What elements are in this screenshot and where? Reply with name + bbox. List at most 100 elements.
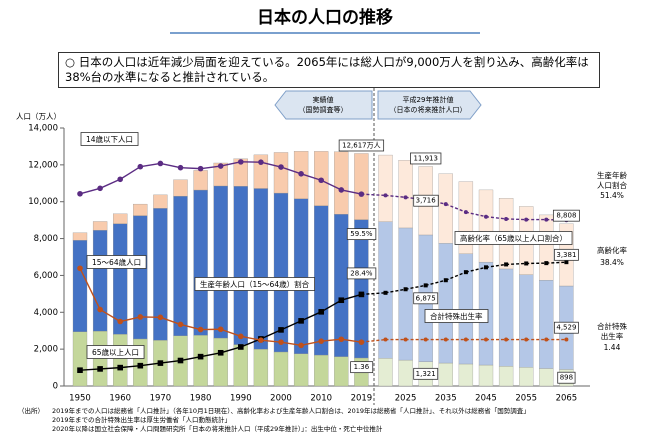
line-segment bbox=[465, 211, 487, 218]
end-label: 人口割合 bbox=[597, 180, 627, 190]
line-segment bbox=[220, 346, 241, 354]
line-point bbox=[197, 165, 204, 172]
line-segment bbox=[120, 364, 141, 369]
bar-segment bbox=[498, 268, 514, 367]
total-label-box bbox=[338, 139, 385, 152]
bar-value-label: 6,875 bbox=[416, 294, 436, 302]
bar-segment bbox=[314, 354, 329, 387]
actual-arrow bbox=[274, 90, 373, 120]
bar-segment bbox=[173, 195, 188, 336]
x-tick-label: 1980 bbox=[190, 394, 212, 404]
bar-value-label-box bbox=[413, 292, 439, 305]
total-label-box bbox=[552, 209, 580, 222]
line-point bbox=[238, 159, 244, 165]
bar-segment bbox=[193, 335, 208, 387]
line-segment bbox=[119, 166, 141, 180]
x-tick-label: 1960 bbox=[109, 394, 131, 404]
total-label: 11,913 bbox=[413, 154, 438, 162]
total-label: 12,617万人 bbox=[342, 141, 381, 149]
bar-segment bbox=[438, 362, 453, 387]
line-point bbox=[524, 261, 529, 266]
bar-segment bbox=[438, 243, 453, 364]
line-point bbox=[383, 290, 388, 295]
bar-segment bbox=[293, 198, 309, 354]
line-point bbox=[217, 326, 224, 333]
line-segment bbox=[240, 335, 262, 341]
line-segment bbox=[200, 165, 221, 170]
line-point bbox=[403, 195, 408, 200]
line-point bbox=[484, 265, 488, 270]
line-segment bbox=[485, 263, 507, 269]
line-point bbox=[298, 318, 304, 324]
line-segment bbox=[320, 299, 342, 313]
end-value-label: 51.4% bbox=[600, 191, 624, 200]
line-point bbox=[383, 337, 388, 342]
line-point bbox=[423, 337, 428, 342]
line-point bbox=[443, 278, 448, 283]
line-segment bbox=[220, 161, 241, 167]
x-tick-label: 1990 bbox=[230, 394, 252, 404]
line-segment bbox=[385, 288, 406, 294]
x-tick-label: 2025 bbox=[395, 394, 417, 404]
bar-segment bbox=[113, 223, 128, 335]
end-label: 出生率 bbox=[601, 331, 624, 341]
y-tick-label: 6,000 bbox=[34, 271, 58, 281]
y-tick-label: 0 bbox=[53, 382, 58, 392]
bar-segment bbox=[498, 366, 514, 387]
line-point bbox=[524, 337, 529, 342]
line-segment bbox=[99, 178, 121, 189]
bar-segment bbox=[113, 213, 128, 224]
series-name: 生産年齢人口（15～64歳）割合 bbox=[200, 279, 310, 289]
line-point bbox=[358, 339, 365, 345]
y-tick-label: 10,000 bbox=[28, 197, 58, 207]
line-segment bbox=[280, 166, 302, 175]
bar-segment bbox=[72, 232, 88, 241]
bar-segment bbox=[539, 214, 554, 281]
line-point bbox=[258, 159, 264, 165]
y-axis-label: 人口（万人） bbox=[16, 112, 61, 121]
actual-label: （国勢調査等） bbox=[299, 105, 348, 114]
line-segment bbox=[300, 340, 322, 347]
source-line: 2020年以降は国立社会保障・人口問題研究所「日本の将来推計人口（平成29年推計… bbox=[52, 424, 383, 433]
line-point bbox=[197, 353, 204, 360]
bar-segment bbox=[478, 189, 494, 263]
line-point bbox=[338, 297, 345, 304]
line-point bbox=[137, 314, 144, 320]
end-value-label: 38.4% bbox=[600, 258, 624, 267]
bar-value-label-box bbox=[557, 371, 576, 384]
line-point bbox=[564, 260, 569, 265]
bar-segment bbox=[273, 152, 289, 194]
line-segment bbox=[160, 359, 181, 364]
line-segment bbox=[260, 329, 282, 340]
line-segment bbox=[160, 316, 181, 326]
line-point bbox=[238, 333, 244, 340]
line-point bbox=[544, 261, 549, 266]
series-name: 15～64歳人口 bbox=[92, 257, 141, 267]
bar-segment bbox=[113, 334, 128, 387]
x-tick-label: 2045 bbox=[475, 394, 497, 404]
actual-label: 実績値 bbox=[313, 95, 334, 104]
line-point bbox=[177, 164, 184, 171]
line-segment bbox=[546, 261, 567, 264]
bar-segment bbox=[293, 353, 309, 387]
y-tick-label: 12,000 bbox=[28, 160, 58, 170]
bar-segment bbox=[334, 151, 349, 215]
line-segment bbox=[385, 194, 406, 199]
line-point bbox=[463, 210, 468, 215]
line-point bbox=[97, 306, 103, 313]
bar-value-label: 898 bbox=[560, 374, 573, 382]
line-point bbox=[278, 327, 284, 333]
x-tick-label: 1950 bbox=[69, 394, 91, 404]
line-segment bbox=[140, 162, 161, 168]
bar-segment bbox=[92, 230, 108, 332]
projected-label: （日本の将来推計人口） bbox=[390, 105, 467, 114]
bar-segment bbox=[133, 215, 148, 340]
bar-segment bbox=[233, 158, 248, 187]
line-point bbox=[338, 336, 345, 343]
series-name-box bbox=[86, 345, 145, 359]
line-point bbox=[157, 314, 164, 321]
bar-segment bbox=[539, 368, 554, 387]
bar-segment bbox=[153, 194, 168, 209]
line-point bbox=[298, 342, 304, 349]
